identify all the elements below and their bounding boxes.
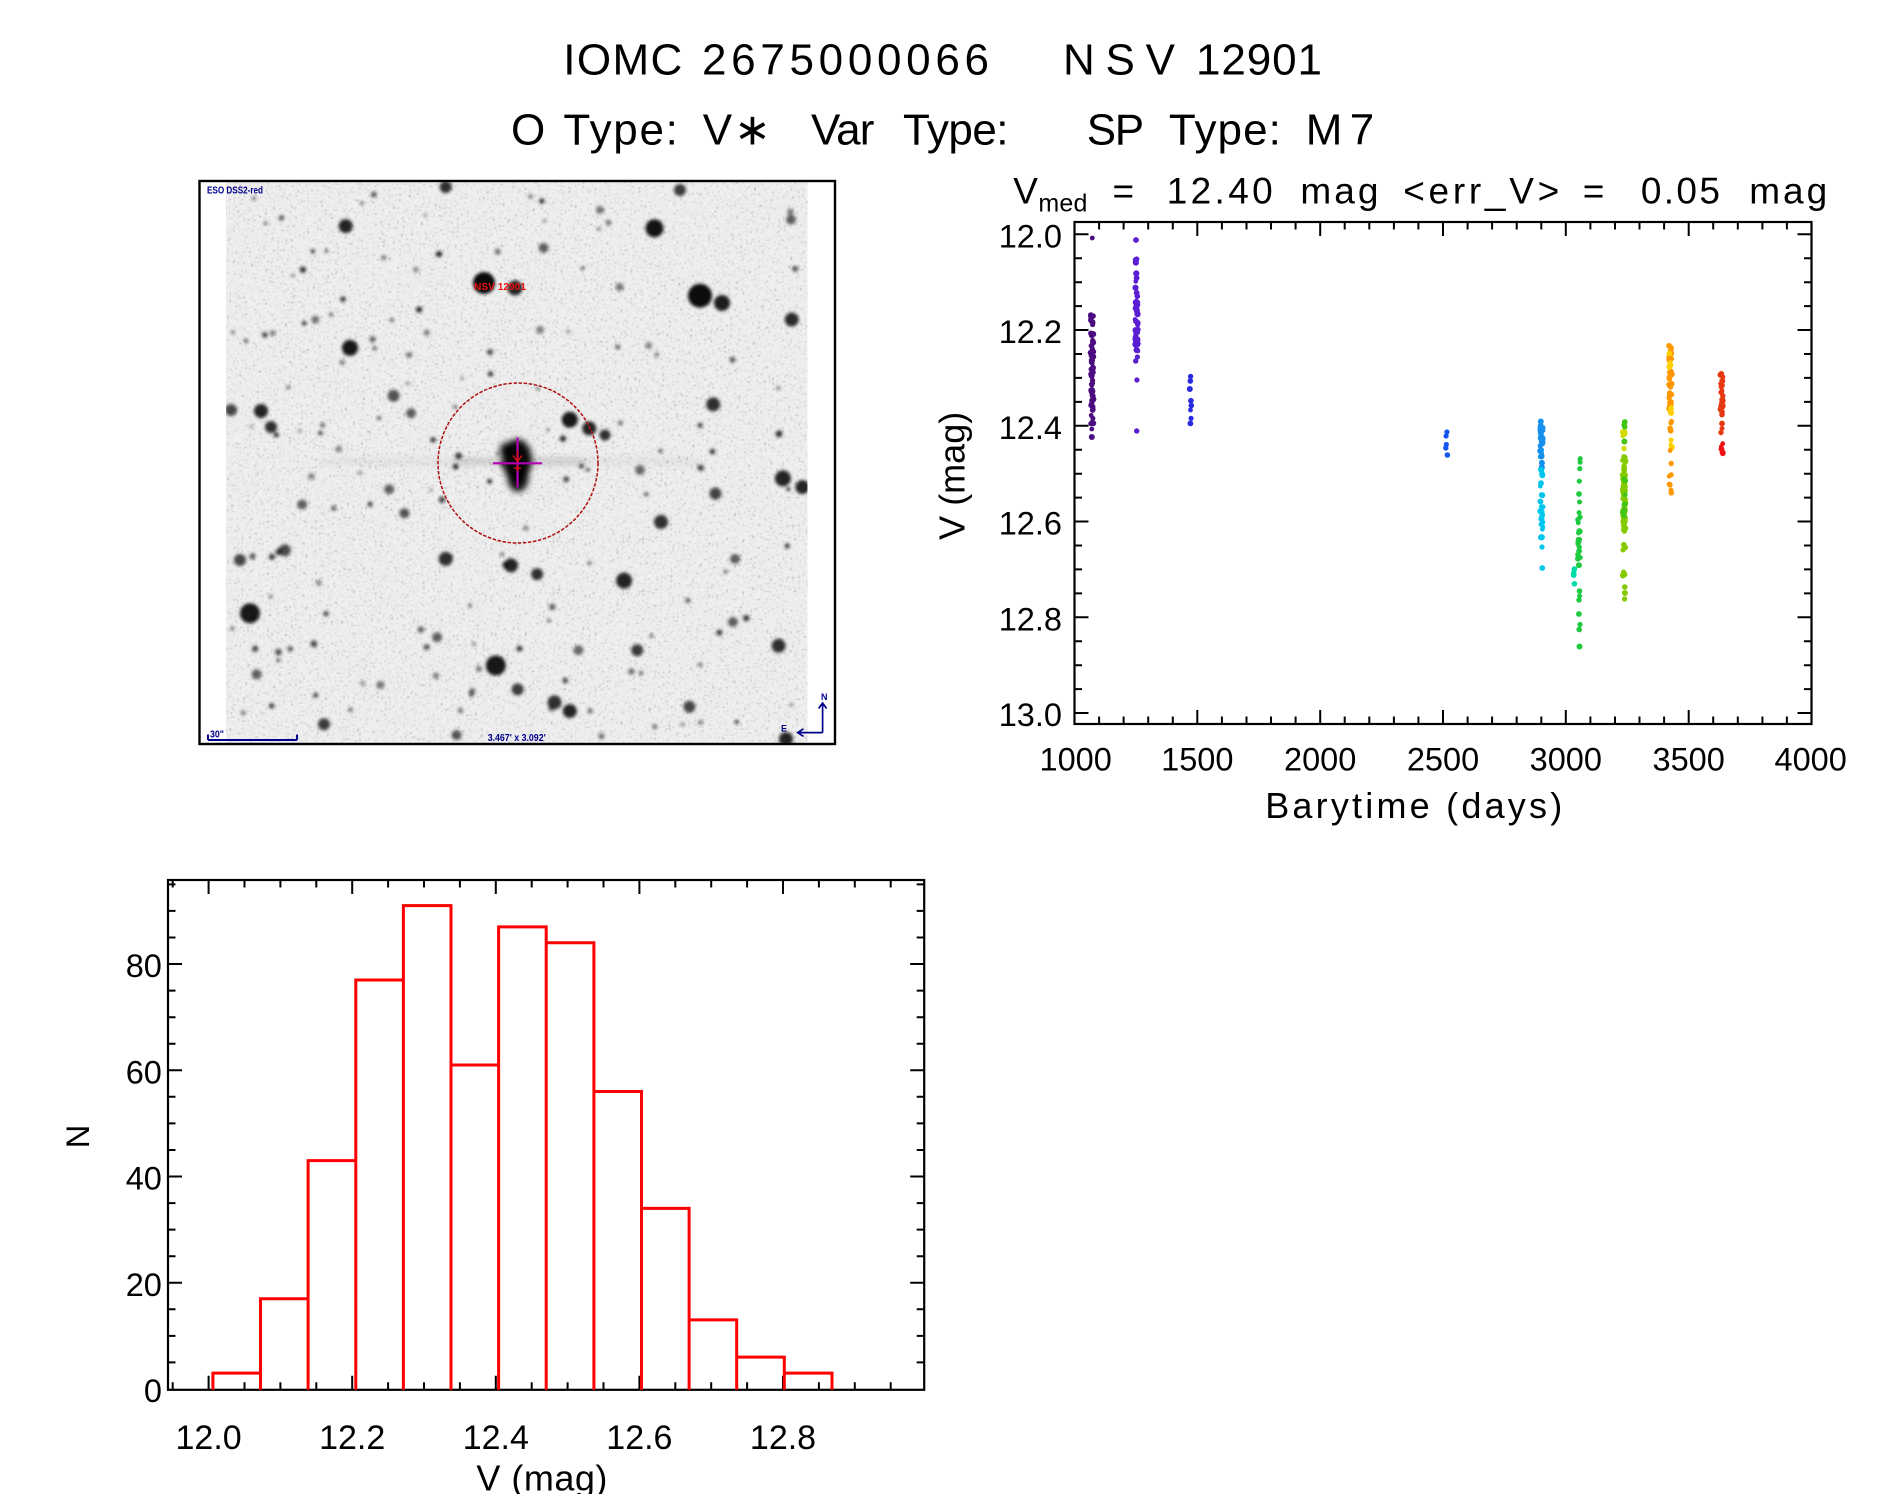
- svg-text:12.8: 12.8: [750, 1419, 816, 1457]
- svg-text:Var: Var: [811, 106, 874, 155]
- svg-text:E: E: [781, 724, 787, 734]
- svg-text:40: 40: [126, 1161, 162, 1197]
- svg-text:mag: mag: [1749, 171, 1827, 212]
- svg-text:12.0: 12.0: [999, 218, 1062, 254]
- svg-text:12.40: 12.40: [1167, 171, 1273, 212]
- svg-text:60: 60: [126, 1054, 162, 1090]
- svg-text:N: N: [821, 692, 828, 702]
- svg-text:12901: 12901: [1196, 36, 1322, 85]
- svg-text:med: med: [1038, 190, 1087, 218]
- svg-text:13.0: 13.0: [999, 697, 1062, 733]
- svg-text:Type:: Type:: [903, 106, 1009, 155]
- svg-text:12.8: 12.8: [999, 601, 1062, 637]
- svg-text:12.6: 12.6: [606, 1419, 672, 1457]
- svg-text:V (mag): V (mag): [476, 1458, 607, 1494]
- svg-text:∗: ∗: [734, 106, 771, 155]
- svg-text:3000: 3000: [1530, 742, 1602, 778]
- svg-text:0.05: 0.05: [1641, 171, 1720, 212]
- svg-text:12.6: 12.6: [999, 506, 1062, 542]
- svg-text:0: 0: [144, 1373, 162, 1409]
- svg-text:=: =: [1113, 171, 1135, 212]
- svg-text:IOMC: IOMC: [563, 36, 682, 85]
- svg-text:2500: 2500: [1407, 742, 1479, 778]
- svg-text:N: N: [60, 1125, 96, 1148]
- svg-text:mag: mag: [1300, 171, 1378, 212]
- svg-text:3500: 3500: [1653, 742, 1725, 778]
- svg-text:ESO DSS2-red: ESO DSS2-red: [207, 186, 263, 197]
- svg-text:NSV: NSV: [1063, 36, 1176, 85]
- svg-text:4000: 4000: [1775, 742, 1847, 778]
- svg-text:SP: SP: [1087, 106, 1144, 155]
- svg-text:V (mag): V (mag): [931, 412, 972, 540]
- svg-text:2000: 2000: [1284, 742, 1356, 778]
- svg-text:30": 30": [210, 730, 224, 741]
- svg-text:Type:: Type:: [1169, 106, 1281, 155]
- svg-text:12.2: 12.2: [999, 314, 1062, 350]
- svg-text:=: =: [1583, 171, 1605, 212]
- svg-text:Type:: Type:: [563, 106, 678, 155]
- svg-text:NSV 12901: NSV 12901: [474, 282, 526, 293]
- svg-text:Barytime (days): Barytime (days): [1265, 785, 1562, 826]
- svg-text:1000: 1000: [1040, 742, 1112, 778]
- svg-text:3.467' x 3.092': 3.467' x 3.092': [488, 733, 546, 744]
- svg-text:O: O: [511, 106, 545, 155]
- svg-text:M7: M7: [1306, 106, 1374, 155]
- svg-text:12.2: 12.2: [319, 1419, 385, 1457]
- svg-text:12.0: 12.0: [176, 1419, 242, 1457]
- svg-text:V: V: [1013, 171, 1038, 212]
- svg-text:20: 20: [126, 1267, 162, 1303]
- svg-text:12.4: 12.4: [463, 1419, 529, 1457]
- svg-text:12.4: 12.4: [999, 410, 1062, 446]
- svg-text:1500: 1500: [1161, 742, 1233, 778]
- svg-text:V: V: [703, 106, 733, 155]
- svg-text:80: 80: [126, 948, 162, 984]
